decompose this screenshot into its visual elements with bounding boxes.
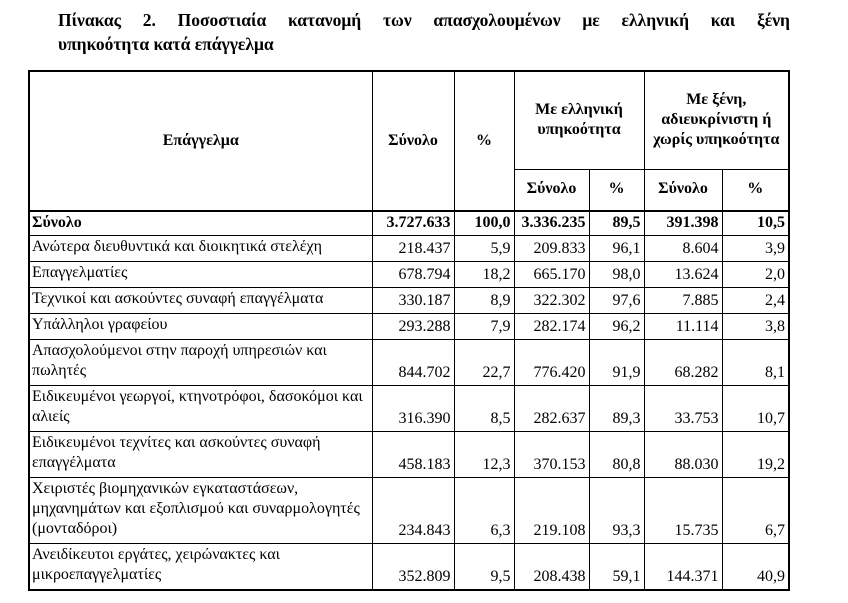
value-cell-greek-percent: 96,2: [588, 313, 645, 340]
value-cell-total: 352.809: [371, 543, 455, 590]
value-cell-greek-percent: 89,3: [588, 385, 645, 432]
occupation-label-cell: Υπάλληλοι γραφείου: [28, 313, 373, 340]
value-cell-total: 3.727.633: [371, 210, 455, 236]
value-cell-total: 316.390: [371, 385, 455, 432]
value-cell-total: 218.437: [371, 235, 455, 262]
value-cell-percent: 22,7: [453, 339, 515, 386]
value-cell-foreign-percent: 10,5: [721, 210, 790, 236]
value-cell-total: 234.843: [371, 477, 455, 544]
occupation-label-cell: Ειδικευμένοι τεχνίτες και ασκούντες συνα…: [28, 431, 373, 478]
value-cell-foreign-total: 33.753: [643, 385, 723, 432]
value-cell-percent: 5,9: [453, 235, 515, 262]
col-group-foreign-citizenship: Με ξένη, αδιευκρίνιστη ή χωρίς υπηκοότητ…: [643, 70, 790, 170]
table-row: Ειδικευμένοι τεχνίτες και ασκούντες συνα…: [28, 431, 790, 478]
value-cell-greek-percent: 91,9: [588, 339, 645, 386]
col-subheader-greek-percent: %: [588, 168, 645, 212]
header-row-groups: Επάγγελμα Σύνολο % Με ελληνική υπηκοότητ…: [28, 70, 790, 212]
value-cell-foreign-total: 68.282: [643, 339, 723, 386]
value-cell-foreign-percent: 19,2: [721, 431, 790, 478]
value-cell-greek-total: 370.153: [513, 431, 590, 478]
col-header-percent: %: [453, 70, 515, 212]
value-cell-greek-percent: 80,8: [588, 431, 645, 478]
value-cell-total: 844.702: [371, 339, 455, 386]
occupation-label-cell: Χειριστές βιομηχανικών εγκαταστάσεων, μη…: [28, 477, 373, 544]
value-cell-foreign-percent: 10,7: [721, 385, 790, 432]
value-cell-foreign-total: 11.114: [643, 313, 723, 340]
col-header-total: Σύνολο: [371, 70, 455, 212]
value-cell-foreign-total: 7.885: [643, 287, 723, 314]
table-row: Απασχολούμενοι στην παροχή υπηρεσιών και…: [28, 339, 790, 386]
value-cell-foreign-percent: 2,0: [721, 261, 790, 288]
table-row: Επαγγελματίες 678.794 18,2 665.170 98,0 …: [28, 261, 790, 288]
col-subheader-foreign-percent: %: [721, 168, 790, 212]
value-cell-foreign-percent: 2,4: [721, 287, 790, 314]
value-cell-percent: 7,9: [453, 313, 515, 340]
value-cell-greek-percent: 97,6: [588, 287, 645, 314]
value-cell-foreign-percent: 3,9: [721, 235, 790, 262]
value-cell-greek-total: 282.174: [513, 313, 590, 340]
value-cell-foreign-total: 8.604: [643, 235, 723, 262]
value-cell-greek-total: 665.170: [513, 261, 590, 288]
value-cell-greek-total: 3.336.235: [513, 210, 590, 236]
table-row: Ειδικευμένοι γεωργοί, κτηνοτρόφοι, δασοκ…: [28, 385, 790, 432]
value-cell-greek-total: 282.637: [513, 385, 590, 432]
occupation-citizenship-table: Επάγγελμα Σύνολο % Με ελληνική υπηκοότητ…: [28, 70, 791, 591]
occupation-label-cell: Ανώτερα διευθυντικά και διοικητικά στελέ…: [28, 235, 373, 262]
value-cell-foreign-total: 88.030: [643, 431, 723, 478]
value-cell-percent: 8,9: [453, 287, 515, 314]
table-title-line-2: υπηκοότητα κατά επάγγελμα: [58, 34, 274, 54]
value-cell-greek-percent: 93,3: [588, 477, 645, 544]
value-cell-foreign-percent: 3,8: [721, 313, 790, 340]
value-cell-percent: 6,3: [453, 477, 515, 544]
value-cell-greek-total: 208.438: [513, 543, 590, 590]
occupation-label-cell: Απασχολούμενοι στην παροχή υπηρεσιών και…: [28, 339, 373, 386]
occupation-label-cell: Ανειδίκευτοι εργάτες, χειρώνακτες και μι…: [28, 543, 373, 590]
col-group-greek-citizenship: Με ελληνική υπηκοότητα: [513, 70, 645, 170]
table-body: Σύνολο 3.727.633 100,0 3.336.235 89,5 39…: [28, 210, 790, 590]
value-cell-foreign-total: 13.624: [643, 261, 723, 288]
value-cell-foreign-total: 144.371: [643, 543, 723, 590]
value-cell-greek-percent: 98,0: [588, 261, 645, 288]
table-row: Υπάλληλοι γραφείου 293.288 7,9 282.174 9…: [28, 313, 790, 340]
value-cell-greek-total: 209.833: [513, 235, 590, 262]
value-cell-greek-total: 776.420: [513, 339, 590, 386]
col-subheader-foreign-total: Σύνολο: [643, 168, 723, 212]
occupation-label-cell: Σύνολο: [28, 210, 373, 236]
table-row: Ανώτερα διευθυντικά και διοικητικά στελέ…: [28, 235, 790, 262]
value-cell-total: 678.794: [371, 261, 455, 288]
value-cell-greek-percent: 96,1: [588, 235, 645, 262]
occupation-label-cell: Επαγγελματίες: [28, 261, 373, 288]
table-row: Χειριστές βιομηχανικών εγκαταστάσεων, μη…: [28, 477, 790, 544]
value-cell-foreign-percent: 6,7: [721, 477, 790, 544]
value-cell-foreign-percent: 8,1: [721, 339, 790, 386]
value-cell-total: 293.288: [371, 313, 455, 340]
value-cell-percent: 100,0: [453, 210, 515, 236]
value-cell-percent: 9,5: [453, 543, 515, 590]
table-row: Τεχνικοί και ασκούντες συναφή επαγγέλματ…: [28, 287, 790, 314]
value-cell-greek-total: 322.302: [513, 287, 590, 314]
value-cell-greek-percent: 89,5: [588, 210, 645, 236]
occupation-label-cell: Τεχνικοί και ασκούντες συναφή επαγγέλματ…: [28, 287, 373, 314]
value-cell-foreign-total: 15.735: [643, 477, 723, 544]
table-row: Ανειδίκευτοι εργάτες, χειρώνακτες και μι…: [28, 543, 790, 590]
value-cell-total: 458.183: [371, 431, 455, 478]
value-cell-foreign-percent: 40,9: [721, 543, 790, 590]
header-row-subcolumns: Σύνολο % Σύνολο %: [29, 168, 790, 212]
value-cell-percent: 18,2: [453, 261, 515, 288]
value-cell-foreign-total: 391.398: [643, 210, 723, 236]
col-subheader-greek-total: Σύνολο: [513, 168, 590, 212]
value-cell-total: 330.187: [371, 287, 455, 314]
occupation-label-cell: Ειδικευμένοι γεωργοί, κτηνοτρόφοι, δασοκ…: [28, 385, 373, 432]
value-cell-percent: 12,3: [453, 431, 515, 478]
value-cell-percent: 8,5: [453, 385, 515, 432]
value-cell-greek-total: 219.108: [513, 477, 590, 544]
table-title: Πίνακας 2. Ποσοστιαία κατανομή των απασχ…: [58, 8, 790, 56]
table-header: Επάγγελμα Σύνολο % Με ελληνική υπηκοότητ…: [28, 70, 790, 212]
col-header-occupation: Επάγγελμα: [28, 70, 373, 212]
table-row-total: Σύνολο 3.727.633 100,0 3.336.235 89,5 39…: [28, 210, 790, 236]
value-cell-greek-percent: 59,1: [588, 543, 645, 590]
table-title-line-1: Πίνακας 2. Ποσοστιαία κατανομή των απασχ…: [58, 10, 790, 30]
